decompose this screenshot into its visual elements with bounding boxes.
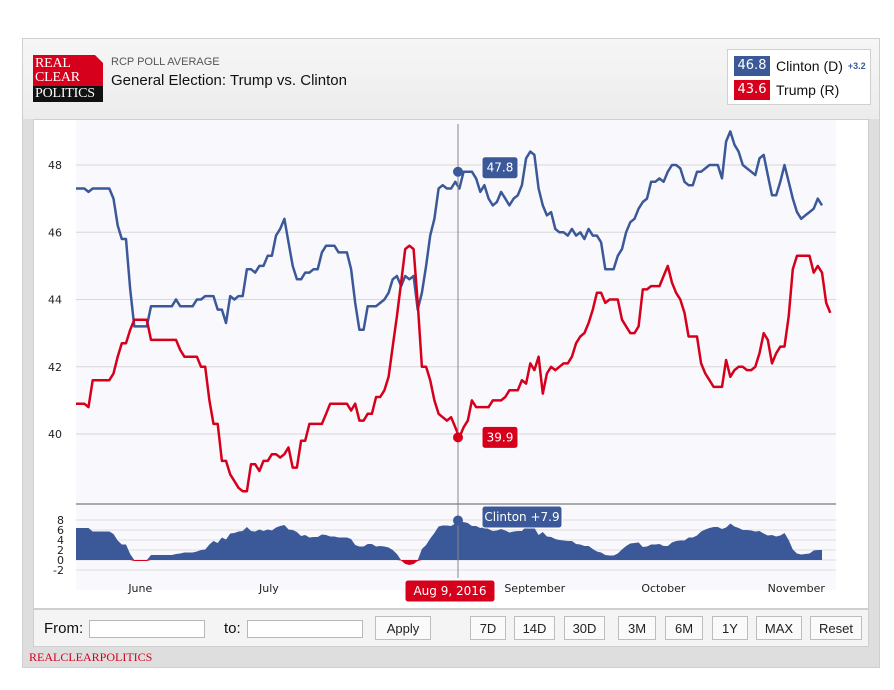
range-7d-button[interactable]: 7D	[470, 616, 506, 640]
clinton-marker	[453, 166, 463, 177]
y-tick-label: 44	[48, 294, 62, 307]
y-tick-label: 40	[48, 428, 62, 441]
spread-y-tick-label: 4	[57, 534, 64, 547]
series-line-trump	[76, 244, 832, 493]
from-date-input[interactable]	[89, 620, 205, 638]
legend-value-trump: 43.6	[734, 80, 770, 100]
range-14d-button[interactable]: 14D	[514, 616, 555, 640]
to-date-input[interactable]	[247, 620, 363, 638]
footer-brand-link[interactable]: REALCLEARPOLITICS	[29, 650, 153, 664]
reset-button[interactable]: Reset	[810, 616, 862, 640]
range-max-button[interactable]: MAX	[756, 616, 802, 640]
apply-button[interactable]: Apply	[375, 616, 431, 640]
logo-line-1: REAL	[35, 56, 71, 71]
y-tick-label: 42	[48, 361, 62, 374]
chart-title: General Election: Trump vs. Clinton	[111, 72, 347, 89]
spread-y-tick-label: 0	[57, 554, 64, 567]
to-label: to:	[224, 620, 241, 637]
spread-y-tick-label: -2	[53, 564, 64, 577]
logo-line-3: POLITICS	[35, 86, 95, 101]
widget-header: REAL CLEAR POLITICS RCP POLL AVERAGE Gen…	[23, 39, 879, 119]
logo-line-2: CLEAR	[35, 70, 80, 85]
legend-label-clinton: Clinton (D)	[776, 58, 843, 74]
x-tick-label: July	[258, 582, 279, 595]
clinton-tooltip-text: 47.8	[487, 161, 514, 175]
legend-value-clinton: 46.8	[734, 56, 770, 76]
spread-area-positive	[76, 522, 822, 560]
x-tick-label: June	[127, 582, 152, 595]
spread-y-tick-label: 8	[57, 514, 64, 527]
spread-y-tick-label: 6	[57, 524, 64, 537]
trump-marker	[453, 432, 463, 443]
range-1y-button[interactable]: 1Y	[712, 616, 748, 640]
range-3m-button[interactable]: 3M	[618, 616, 656, 640]
spread-marker	[453, 515, 463, 526]
poll-widget: REAL CLEAR POLITICS RCP POLL AVERAGE Gen…	[22, 38, 880, 668]
chart-svg[interactable]: June July September October November 4042444…	[34, 120, 868, 608]
x-tick-label: October	[641, 582, 685, 595]
series-line-clinton	[76, 130, 824, 332]
trump-tooltip-text: 39.9	[487, 430, 514, 444]
legend-item-trump[interactable]: 43.6 Trump (R)	[734, 80, 839, 100]
plot-background	[76, 120, 836, 590]
x-tick-label: November	[768, 582, 826, 595]
rcp-logo[interactable]: REAL CLEAR POLITICS	[33, 55, 103, 102]
logo-black-block	[33, 86, 103, 102]
supertitle: RCP POLL AVERAGE	[111, 56, 220, 68]
spread-tooltip-text: Clinton +7.9	[484, 510, 559, 524]
x-tick-label: September	[504, 582, 565, 595]
legend-item-clinton[interactable]: 46.8 Clinton (D) +3.2	[734, 56, 866, 76]
spread-tooltip-box	[481, 505, 563, 529]
range-30d-button[interactable]: 30D	[564, 616, 605, 640]
date-range-controls: From: to: Apply 7D 14D 30D 3M 6M 1Y MAX …	[33, 609, 869, 647]
date-tooltip-box	[404, 579, 496, 603]
chart-area: June July September October November 40 42 44 4…	[33, 119, 869, 609]
range-6m-button[interactable]: 6M	[665, 616, 703, 640]
from-label: From:	[44, 620, 84, 637]
clinton-tooltip-box	[481, 156, 519, 180]
y-tick-label: 48	[48, 159, 62, 172]
legend: 46.8 Clinton (D) +3.2 43.6 Trump (R)	[727, 49, 871, 105]
date-tooltip-text: Aug 9, 2016	[413, 584, 486, 598]
legend-label-trump: Trump (R)	[776, 82, 840, 98]
y-tick-label: 46	[48, 226, 62, 239]
legend-spread-clinton: +3.2	[847, 61, 866, 71]
logo-red-block	[33, 55, 103, 86]
trump-tooltip-box	[481, 425, 519, 449]
spread-y-tick-label: 2	[57, 544, 64, 557]
